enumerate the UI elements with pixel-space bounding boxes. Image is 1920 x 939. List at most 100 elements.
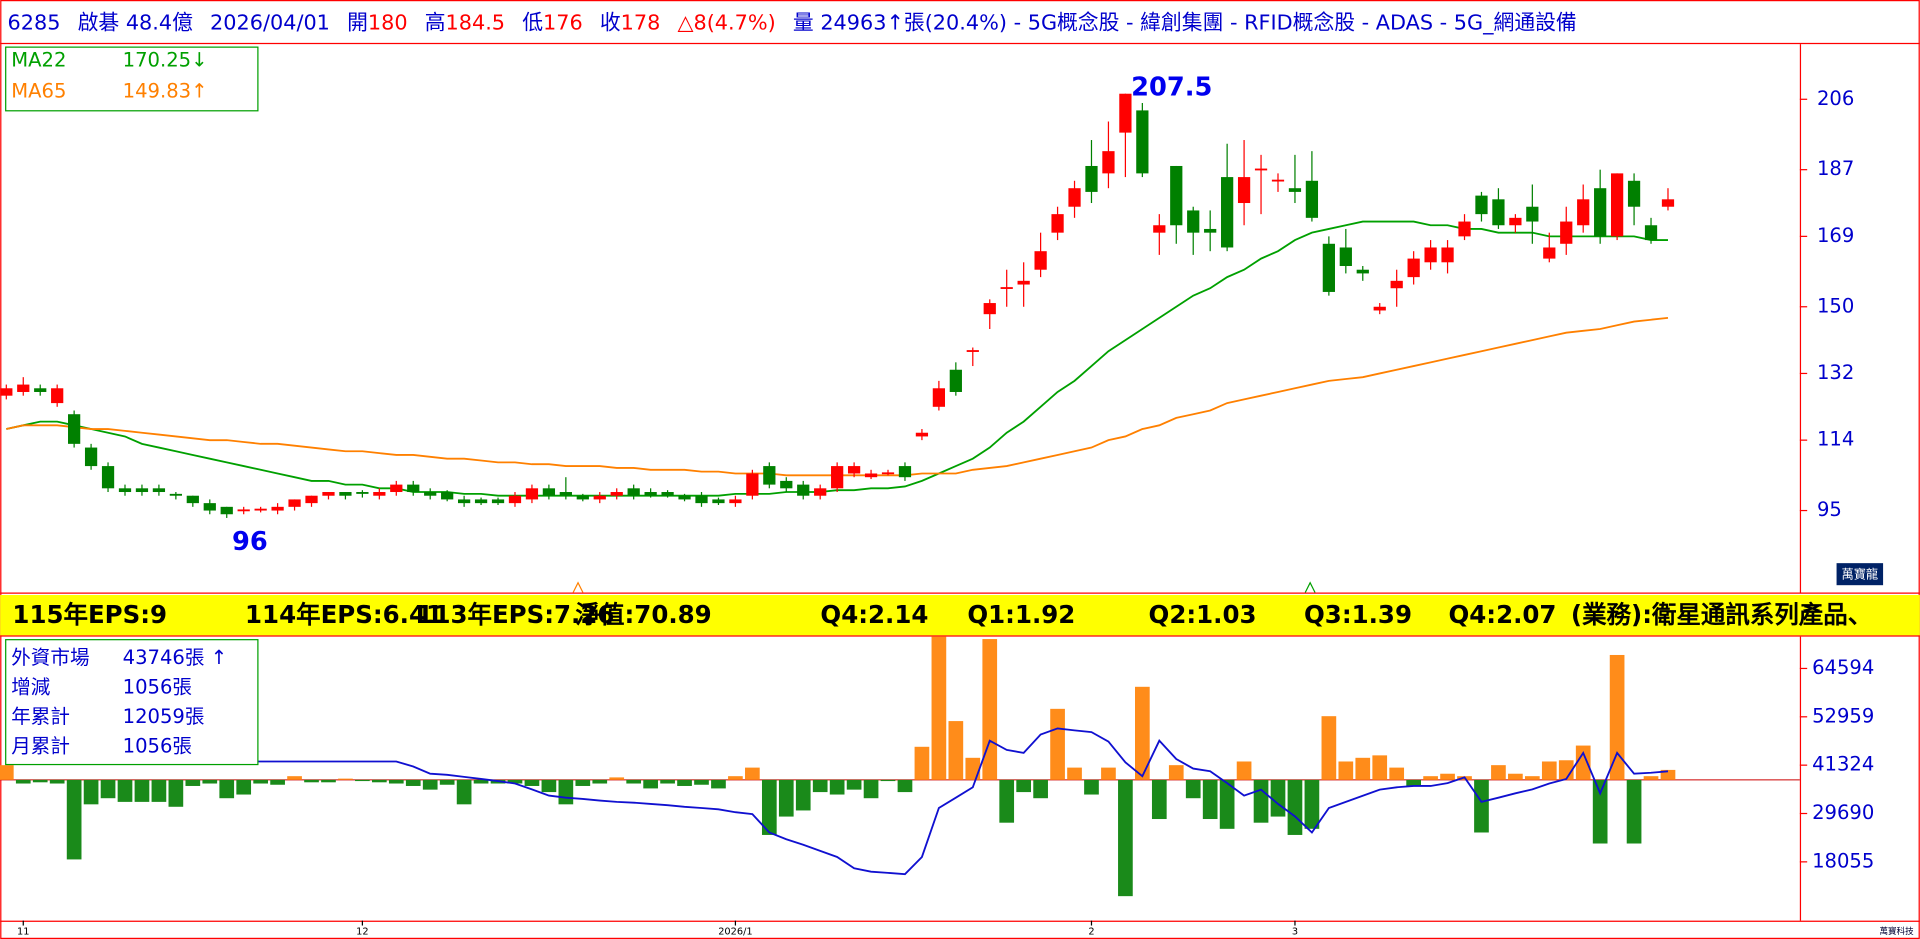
candle-body — [288, 499, 301, 507]
candle-body — [203, 503, 216, 511]
flow-bar — [1185, 779, 1201, 799]
candle-body — [644, 492, 657, 496]
flow-bar — [100, 779, 116, 799]
flow-bar — [0, 765, 14, 780]
flow-bar — [745, 767, 760, 780]
flow-bar — [304, 779, 319, 783]
annotation: 96 — [232, 527, 268, 557]
candle-body — [864, 473, 878, 478]
candle-body — [729, 499, 742, 504]
flow-legend-box — [5, 639, 259, 766]
candle-body — [695, 495, 708, 504]
candle-body — [983, 303, 996, 315]
candle-body — [898, 466, 912, 478]
candle-body — [542, 488, 556, 496]
flow-bar — [660, 779, 675, 784]
candle-body — [1407, 258, 1420, 278]
flow-bar — [151, 779, 167, 802]
header-item: △8(4.7%) — [677, 10, 775, 34]
flow-bar — [168, 779, 184, 807]
flow-bar — [558, 779, 574, 805]
candle-body — [1153, 225, 1166, 233]
flow-bar — [1338, 761, 1354, 780]
flow-bar — [236, 779, 252, 795]
flow-bar — [1406, 779, 1421, 786]
flow-bar — [880, 779, 896, 782]
flow-bar — [15, 779, 31, 784]
header-item: 量 24963↑張(20.4%) - 5G概念股 - 緯創集團 - RFID概念… — [793, 10, 1577, 34]
x-tick-label: 12 — [356, 927, 368, 938]
flow-bar — [778, 779, 794, 817]
candle-body — [1492, 199, 1505, 226]
flow-bar — [1592, 779, 1608, 844]
candle-body — [814, 488, 827, 496]
candle-body — [254, 508, 267, 511]
legend-label: 外資市場 — [11, 646, 89, 669]
brand: 萬寶龍 — [1841, 566, 1878, 581]
candle-body — [847, 466, 861, 474]
flow-bar — [1440, 773, 1455, 780]
candle-body — [780, 480, 793, 489]
legend-name: MA22 — [11, 49, 66, 72]
footer-brand: 萬寶科技 — [1879, 925, 1914, 937]
candle-body — [1509, 217, 1522, 226]
candle-body — [1288, 188, 1302, 192]
flow-bar — [1491, 765, 1506, 780]
candle-body — [339, 492, 352, 496]
flow-bar — [829, 779, 845, 795]
header-item: 176 — [543, 10, 583, 34]
legend-value: 1056張 — [123, 734, 192, 757]
flow-bar — [846, 779, 862, 790]
candle-body — [1644, 225, 1658, 241]
flow-bar — [1423, 776, 1438, 780]
candle-body — [525, 488, 539, 500]
flow-bar — [541, 779, 557, 793]
flow-bar — [795, 779, 811, 811]
candle-body — [237, 509, 250, 512]
flow-bar — [914, 746, 930, 780]
flow-bar — [711, 779, 726, 789]
flow-bar — [1626, 779, 1642, 844]
candle-body — [271, 506, 284, 511]
candle-body — [949, 369, 962, 392]
flow-bar — [677, 779, 692, 786]
flow-bar — [1575, 745, 1591, 780]
y-tick-label: 41324 — [1812, 753, 1874, 776]
candle-body — [1458, 221, 1471, 237]
candle-body — [305, 495, 318, 504]
header-item: 178 — [621, 10, 661, 34]
marker — [1304, 581, 1316, 593]
flow-bar — [270, 779, 285, 785]
candle-body — [763, 466, 776, 485]
flow-bar — [524, 779, 540, 786]
flow-bar — [1118, 779, 1133, 897]
flow-bar — [863, 779, 879, 799]
flow-bar — [1219, 779, 1235, 829]
candle-body — [1017, 280, 1030, 285]
ma-legend-box — [5, 46, 259, 112]
header-item: 184.5 — [446, 10, 506, 34]
flow-bar — [66, 779, 82, 860]
candle-body — [1526, 206, 1539, 222]
candle-body — [1051, 214, 1064, 233]
flow-bar — [965, 757, 981, 780]
header-item: 高 — [425, 10, 446, 34]
candle-body — [1424, 247, 1437, 263]
candle-body — [678, 495, 691, 500]
flow-bar — [219, 779, 235, 799]
candle-body — [407, 484, 420, 493]
flow-bar — [1202, 779, 1218, 820]
candle-body — [322, 492, 335, 496]
candle-body — [390, 484, 403, 493]
candle-body — [1627, 180, 1641, 207]
candle-body — [1475, 195, 1488, 215]
candle-body — [169, 493, 182, 496]
candle-body — [51, 388, 64, 404]
flow-bar — [1287, 779, 1303, 835]
legend-value: 170.25↓ — [123, 49, 208, 72]
candle-body — [1560, 221, 1573, 244]
candle-body — [831, 466, 844, 489]
candle-body — [1221, 177, 1234, 248]
candle-body — [1119, 93, 1132, 133]
